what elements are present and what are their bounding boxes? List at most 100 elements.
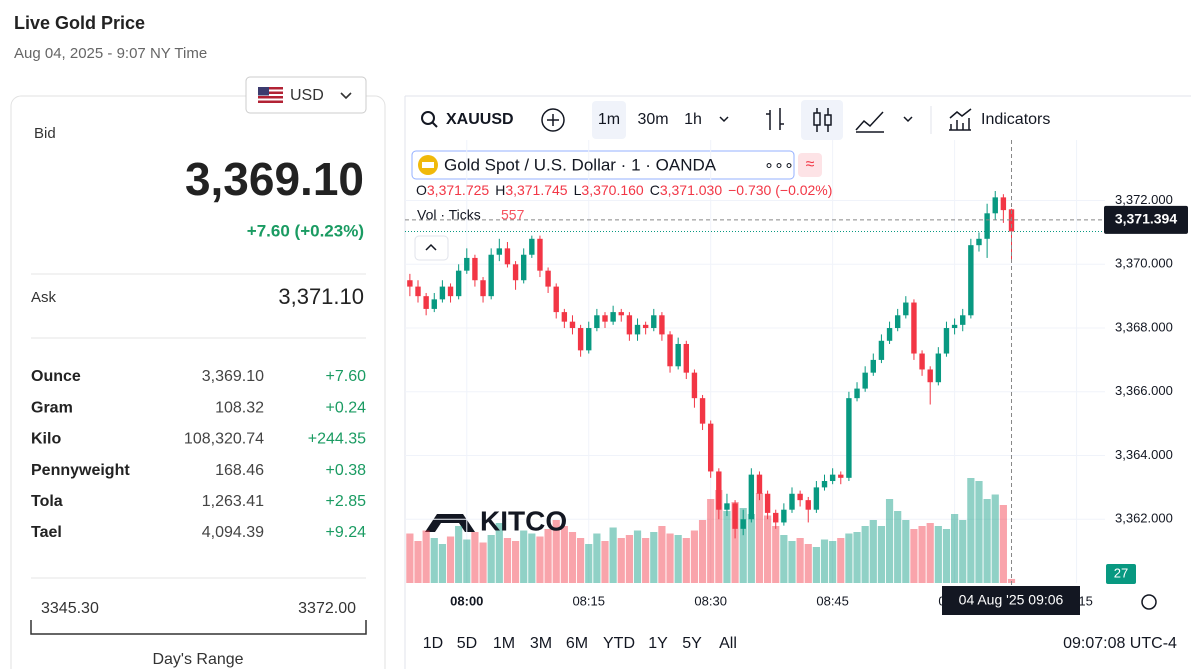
unit-name: Kilo bbox=[31, 431, 61, 448]
y-tick-label: 3,364.000 bbox=[1115, 447, 1173, 462]
interval[interactable]: 1m bbox=[598, 111, 620, 128]
volume-bar bbox=[455, 526, 463, 583]
chevron[interactable] bbox=[719, 116, 729, 123]
volume-bar bbox=[577, 538, 585, 583]
candle-body bbox=[960, 315, 966, 325]
volume-bar bbox=[552, 520, 560, 583]
period[interactable]: 5Y bbox=[682, 635, 702, 652]
volume-bar bbox=[625, 535, 633, 583]
plus bbox=[547, 114, 559, 126]
candle-icon bbox=[824, 114, 832, 126]
period[interactable]: 6M bbox=[566, 635, 588, 652]
last-price-box bbox=[1104, 205, 1188, 234]
chevron bbox=[340, 92, 352, 100]
bars-icon[interactable] bbox=[766, 108, 784, 130]
unit-change: +7.60 bbox=[326, 368, 367, 385]
volume-bar bbox=[503, 538, 512, 583]
volume-bar bbox=[723, 511, 731, 583]
candle-body bbox=[610, 312, 616, 322]
volume-bar bbox=[536, 536, 544, 583]
candle-body bbox=[407, 280, 413, 287]
candle-body bbox=[529, 238, 535, 255]
ohlc-value: 3,371.725 bbox=[427, 182, 489, 198]
candle-body bbox=[756, 474, 763, 494]
unit-change: +0.24 bbox=[326, 399, 367, 416]
candle-body bbox=[951, 324, 958, 329]
legend-box[interactable] bbox=[411, 150, 795, 180]
chart-title[interactable]: Gold Spot / U.S. Dollar · 1 · OANDA bbox=[444, 155, 717, 174]
candle-body bbox=[480, 280, 486, 297]
indicators[interactable]: Indicators bbox=[981, 111, 1050, 128]
volume-bar bbox=[764, 515, 772, 583]
volume-bar bbox=[788, 541, 796, 583]
candle-body bbox=[634, 324, 641, 335]
candle-body bbox=[651, 315, 657, 329]
period[interactable]: All bbox=[719, 635, 737, 652]
volume-bar bbox=[495, 523, 503, 583]
volume-bar bbox=[950, 514, 959, 583]
unit-price: 108,320.74 bbox=[184, 431, 264, 448]
area-icon[interactable] bbox=[855, 111, 884, 133]
search-icon[interactable] bbox=[421, 111, 435, 125]
period[interactable]: 1M bbox=[493, 635, 515, 652]
page-title: Live Gold Price bbox=[14, 13, 145, 33]
unit-name: Tola bbox=[31, 493, 63, 510]
ask-price: 3,371.10 bbox=[278, 284, 364, 309]
volume-bar bbox=[479, 542, 487, 583]
period[interactable]: 5D bbox=[457, 635, 477, 652]
indicators-icon[interactable] bbox=[949, 108, 972, 131]
candle-body bbox=[894, 315, 901, 329]
collapse-button[interactable] bbox=[414, 235, 449, 261]
clock: 09:07:08 UTC-4 bbox=[1063, 635, 1177, 652]
volume-bar bbox=[731, 502, 739, 583]
bid-label: Bid bbox=[34, 125, 56, 142]
period[interactable]: YTD bbox=[603, 635, 635, 652]
volume-bar bbox=[829, 541, 837, 583]
candle-body bbox=[870, 359, 876, 373]
volume-bar bbox=[1007, 578, 1016, 583]
period[interactable]: 3M bbox=[530, 635, 552, 652]
gold-bar bbox=[422, 162, 434, 168]
interval-active bbox=[592, 101, 626, 139]
timestamp: Aug 04, 2025 - 9:07 NY Time bbox=[14, 45, 207, 62]
volume-bar bbox=[894, 511, 902, 583]
price-panel bbox=[10, 95, 386, 669]
candle-body bbox=[472, 257, 478, 281]
unit-change: +9.24 bbox=[326, 524, 367, 541]
candle-body bbox=[675, 343, 681, 367]
volume-value: 557 bbox=[501, 207, 525, 223]
candles-active[interactable] bbox=[801, 100, 843, 140]
period[interactable]: 1Y bbox=[648, 635, 668, 652]
interval[interactable]: 1h bbox=[684, 111, 702, 128]
volume-bar bbox=[820, 539, 829, 583]
crosshair-time-box bbox=[942, 586, 1080, 615]
volume-bar bbox=[682, 538, 690, 583]
chevron[interactable] bbox=[903, 116, 913, 123]
candle-body bbox=[683, 343, 690, 373]
currency-button[interactable] bbox=[245, 76, 367, 114]
volume-bar bbox=[593, 533, 601, 583]
volume-bar bbox=[406, 533, 414, 583]
unit-name: Gram bbox=[31, 399, 73, 416]
candle-body bbox=[447, 286, 454, 297]
volume-bar bbox=[845, 533, 853, 583]
add-compare[interactable] bbox=[541, 108, 565, 132]
volume-bar bbox=[617, 538, 625, 583]
symbol[interactable]: XAUUSD bbox=[446, 111, 514, 128]
volume-bar bbox=[885, 499, 894, 583]
settings-icon[interactable] bbox=[1141, 594, 1157, 610]
period[interactable]: 1D bbox=[423, 635, 443, 652]
x-tick-label: 08:30 bbox=[694, 593, 727, 608]
candle-body bbox=[984, 213, 990, 239]
range-bar bbox=[30, 620, 367, 635]
candle-body bbox=[838, 474, 844, 478]
currency[interactable]: USD bbox=[290, 87, 324, 104]
volume-bar bbox=[568, 532, 577, 583]
volume-bar bbox=[642, 538, 650, 583]
interval[interactable]: 30m bbox=[637, 111, 668, 128]
volume-bar bbox=[438, 544, 446, 583]
candle-body bbox=[512, 264, 519, 281]
candle-body bbox=[667, 334, 673, 367]
candle-body bbox=[561, 312, 568, 322]
volume-last-label: 27 bbox=[1114, 565, 1128, 580]
